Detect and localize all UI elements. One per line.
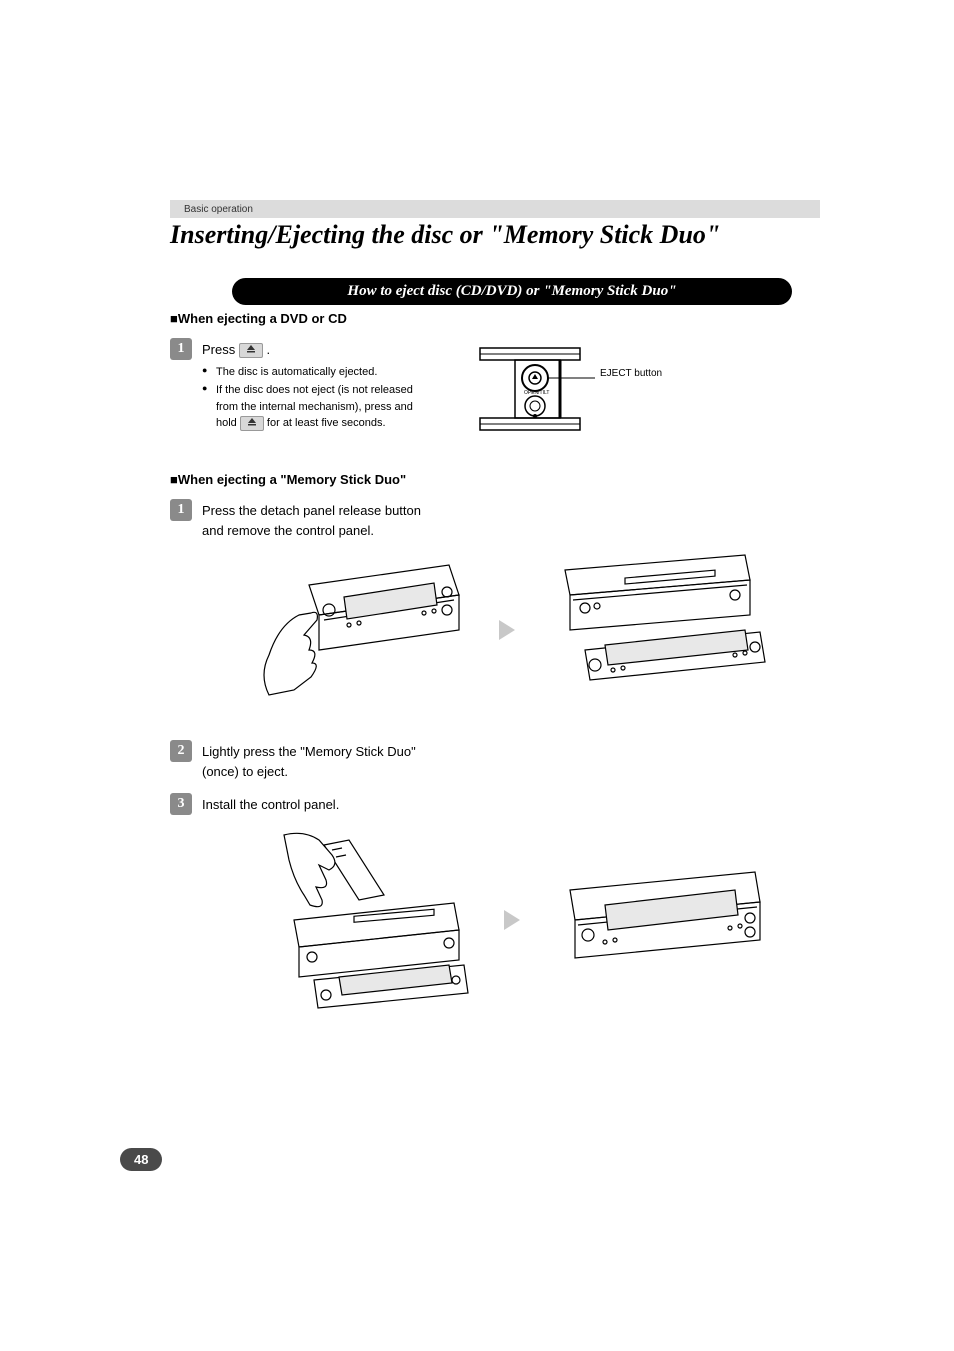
step1-prefix: Press xyxy=(202,342,239,357)
breadcrumb-bar: Basic operation xyxy=(170,200,820,218)
detach-panel-illustration xyxy=(249,555,469,705)
step-row: 1 Press the detach panel release button … xyxy=(170,499,854,540)
eject-icon xyxy=(240,416,264,431)
step-text: Install the control panel. xyxy=(202,793,339,815)
illustration-row-2 xyxy=(170,825,854,1015)
eject-button-illustration: OPEN/TILT xyxy=(470,338,690,448)
arrow-icon xyxy=(504,910,520,930)
reinstalled-illustration xyxy=(550,860,770,980)
step-number-badge: 1 xyxy=(170,338,192,360)
bullet-item: If the disc does not eject (is not relea… xyxy=(202,382,430,432)
eject-callout-label: EJECT button xyxy=(600,368,662,380)
step-row: 2 Lightly press the "Memory Stick Duo" (… xyxy=(170,740,854,781)
device-illustration-col: OPEN/TILT EJECT button xyxy=(470,338,854,448)
svg-text:OPEN/TILT: OPEN/TILT xyxy=(524,390,549,396)
step-row: 3 Install the control panel. xyxy=(170,793,854,815)
dvd-eject-block: 1 Press . The disc is automatically ejec… xyxy=(170,338,854,448)
arrow-icon xyxy=(499,620,515,640)
step-number-badge: 2 xyxy=(170,740,192,762)
panel-removed-illustration xyxy=(545,550,775,710)
section-heading-pill: How to eject disc (CD/DVD) or "Memory St… xyxy=(170,278,854,305)
step-row: 1 Press . The disc is automatically ejec… xyxy=(170,338,430,434)
sub-heading-dvd: ■When ejecting a DVD or CD xyxy=(170,311,854,326)
sub-heading-ms: ■When ejecting a "Memory Stick Duo" xyxy=(170,472,854,487)
bullet2-suffix: for at least five seconds. xyxy=(267,417,386,429)
breadcrumb: Basic operation xyxy=(184,204,253,215)
step-number-badge: 3 xyxy=(170,793,192,815)
page-title: Inserting/Ejecting the disc or "Memory S… xyxy=(170,220,854,250)
dvd-step-col: 1 Press . The disc is automatically ejec… xyxy=(170,338,430,448)
eject-icon xyxy=(239,343,263,358)
push-memorystick-illustration xyxy=(254,825,474,1015)
step1-suffix: . xyxy=(266,342,270,357)
step-text: Press . The disc is automatically ejecte… xyxy=(202,338,430,434)
bullet-list: The disc is automatically ejected. If th… xyxy=(202,364,430,432)
illustration-row-1 xyxy=(170,550,854,710)
page-container: Basic operation Inserting/Ejecting the d… xyxy=(0,0,954,1015)
page-number: 48 xyxy=(120,1148,162,1171)
bullet-item: The disc is automatically ejected. xyxy=(202,364,430,381)
step-text: Lightly press the "Memory Stick Duo" (on… xyxy=(202,740,432,781)
step-text: Press the detach panel release button an… xyxy=(202,499,422,540)
section-heading: How to eject disc (CD/DVD) or "Memory St… xyxy=(232,278,792,305)
step-number-badge: 1 xyxy=(170,499,192,521)
